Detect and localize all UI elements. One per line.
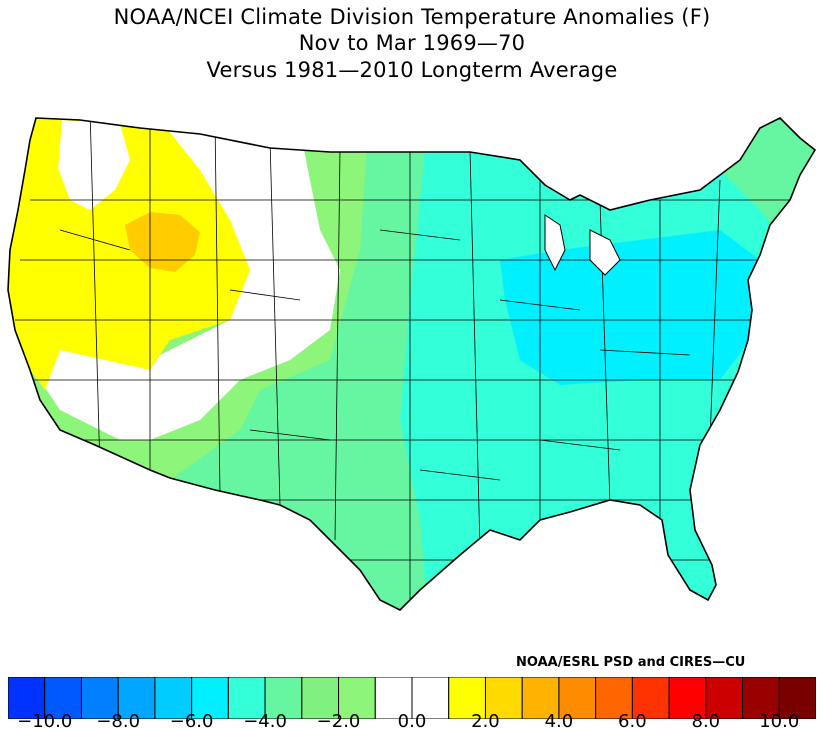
colorbar-tick-label: −10.0 [17,711,73,732]
colorbar-tick-label: 4.0 [544,711,574,732]
colorbar-tick-label: 8.0 [691,711,721,732]
colorbar-swatch [595,677,633,719]
map-title: NOAA/NCEI Climate Division Temperature A… [113,5,711,29]
great-lakes [544,214,621,276]
colorbar-swatch [191,677,229,719]
colorbar-tick-label: 10.0 [759,711,800,732]
colorbar-swatch [521,677,560,719]
region-ohio-valley [500,230,760,385]
colorbar-tick-label: 2.0 [471,711,500,732]
colorbar-tick-label: −6.0 [169,711,214,732]
region-washington-coast [30,118,62,220]
colorbar-swatch [558,677,597,719]
region-washington-interior [55,120,130,210]
colorbar-swatch [338,677,376,719]
map-subtitle-baseline: Versus 1981—2010 Longterm Average [206,58,618,82]
colorbar-tick-label: −4.0 [243,711,287,732]
colorbar-tick-label: 0.0 [397,711,427,732]
credit-text: NOAA/ESRL PSD and CIRES—CU [516,655,746,670]
colorbar-tick-label: 6.0 [618,711,647,732]
colorbar-tick-label: −8.0 [96,711,141,732]
colorbar-swatch [374,677,413,719]
region-warm-spot [125,212,200,272]
map-subtitle-period: Nov to Mar 1969—70 [298,31,526,55]
us-anomaly-map [7,117,816,611]
colorbar-swatch [778,677,816,719]
colorbar-tick-label: −2.0 [316,711,361,732]
colorbar-swatch [668,677,707,719]
colorbar-swatch [705,677,744,719]
climate-division-lines [15,118,790,610]
anomaly-fill-layer [8,118,815,610]
colorbar-swatch [484,677,523,719]
colorbar [8,677,816,719]
